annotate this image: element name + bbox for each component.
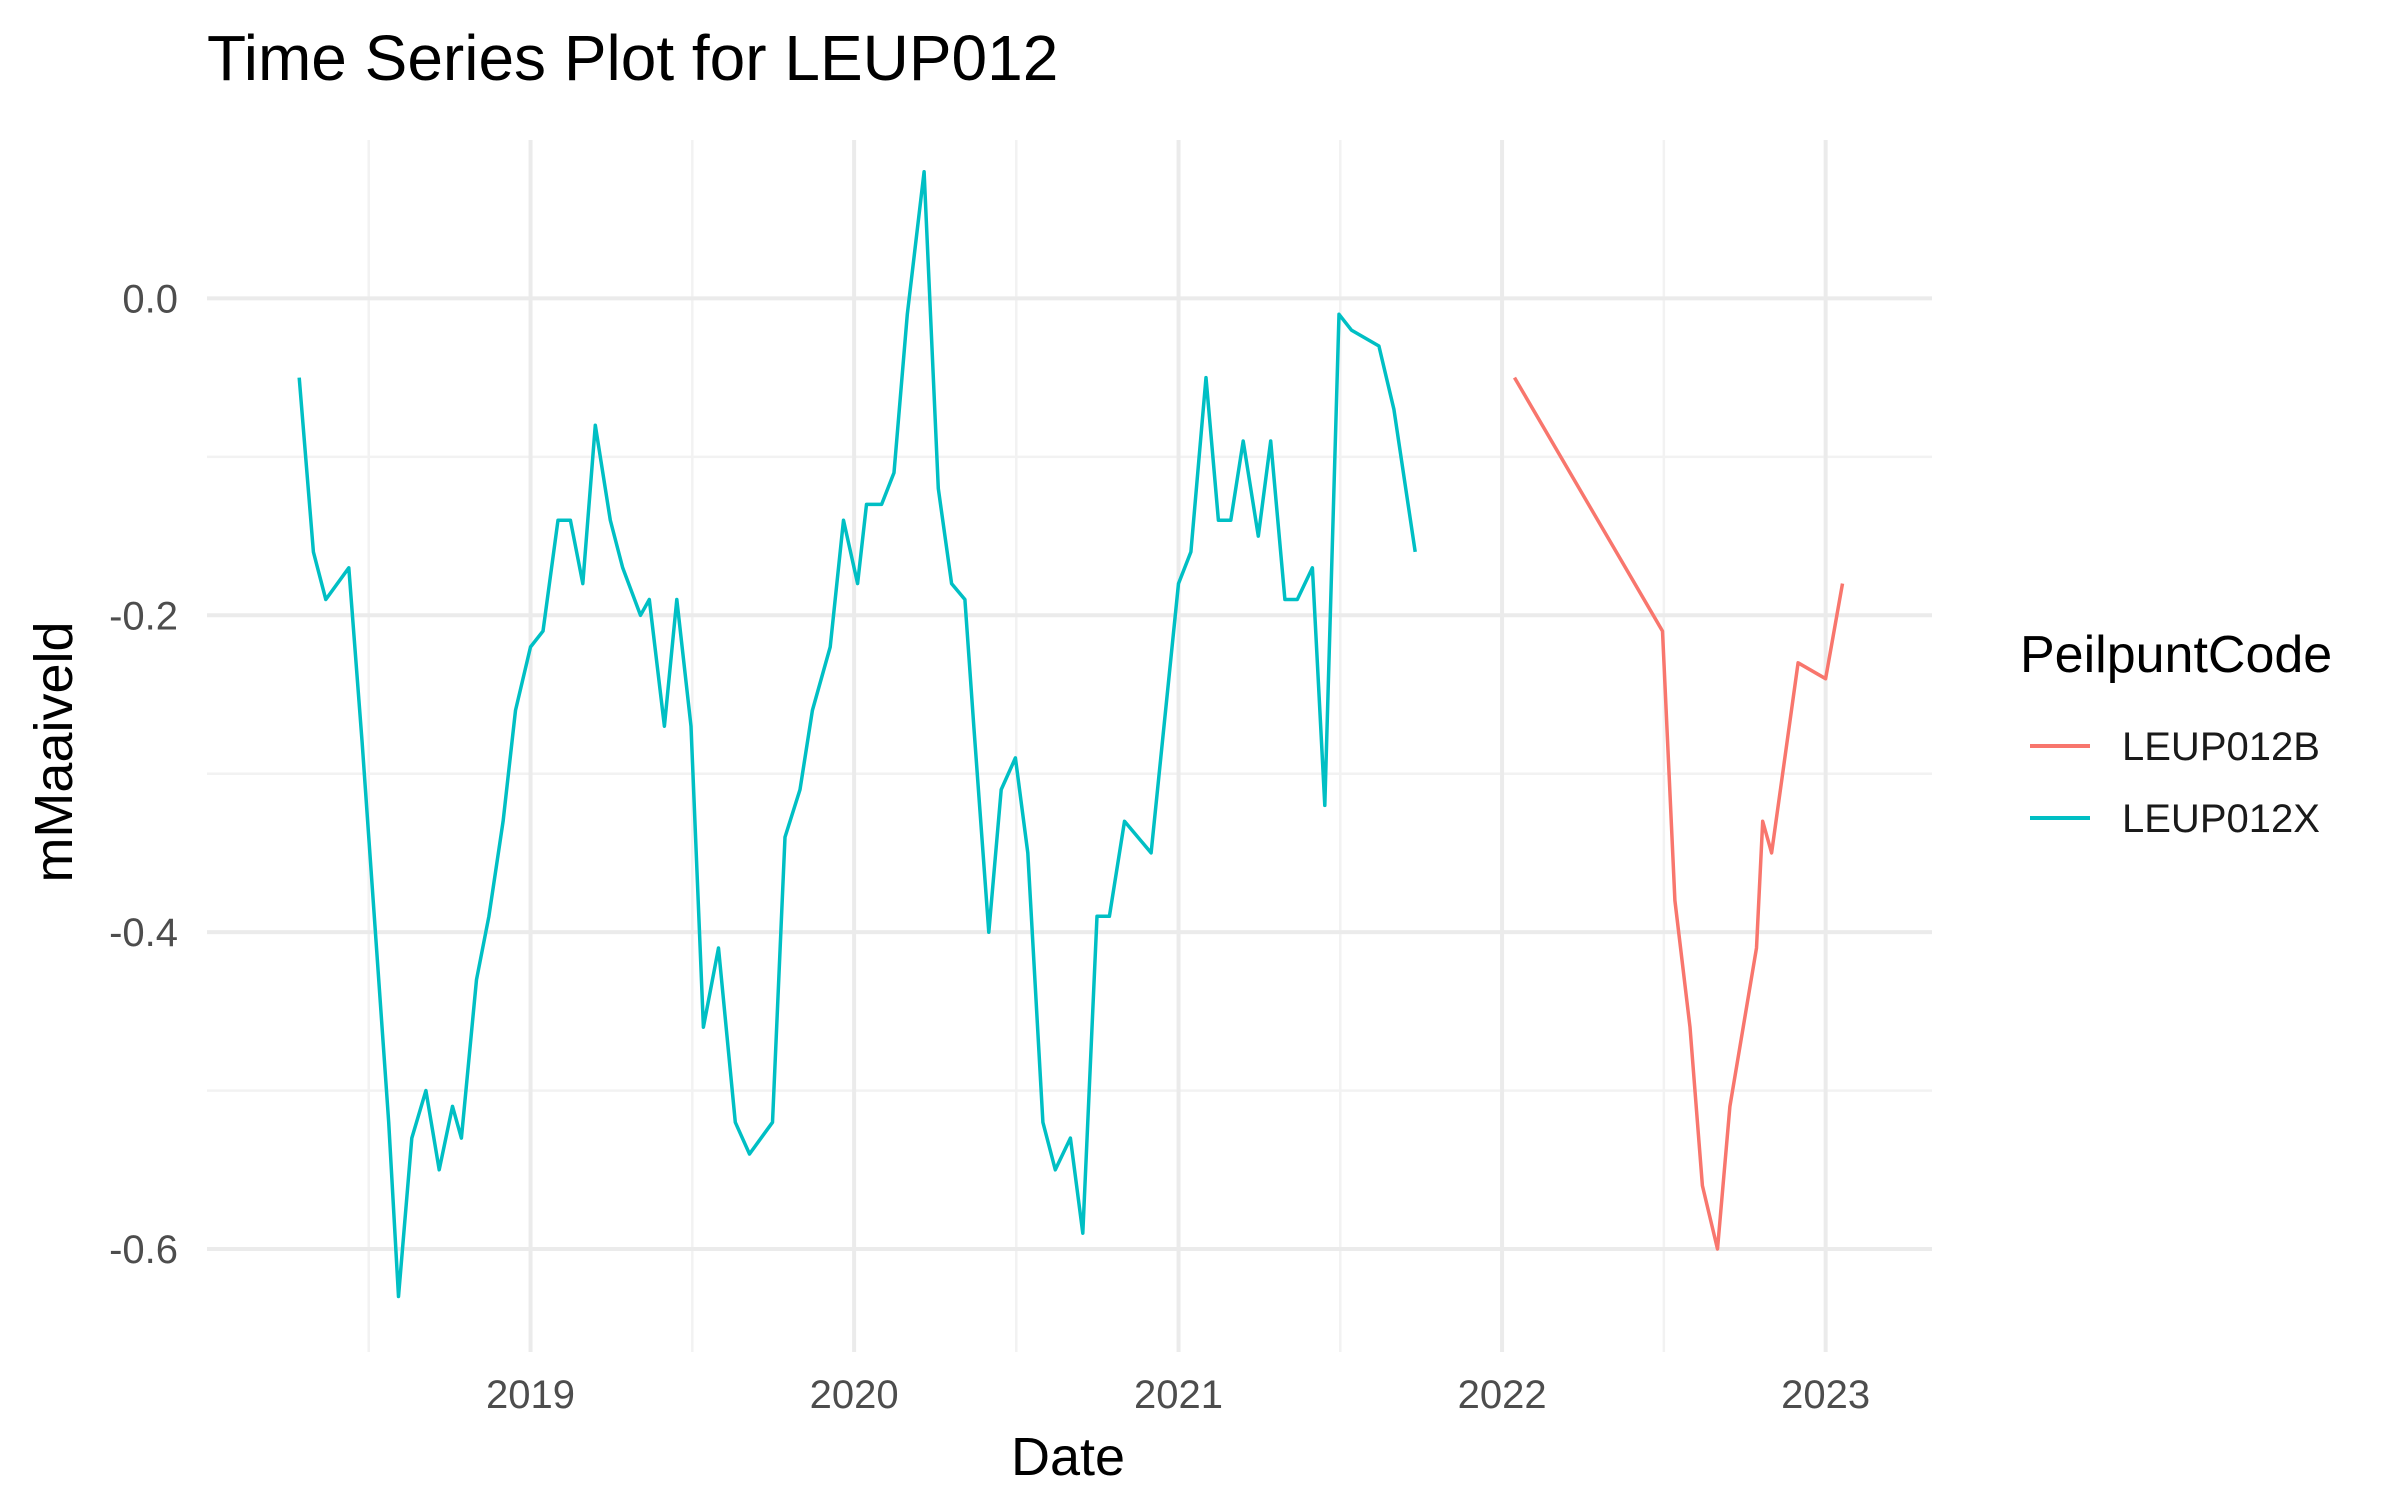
y-axis-title: mMaaiveld: [24, 621, 84, 882]
x-tick-label: 2021: [1134, 1373, 1223, 1417]
legend-label-leup012b: LEUP012B: [2122, 725, 2320, 769]
series-lines: [297, 169, 1845, 1299]
x-axis-title: Date: [1011, 1427, 1125, 1487]
legend: PeilpuntCode LEUP012B LEUP012X: [2020, 626, 2332, 841]
x-tick-label: 2023: [1781, 1373, 1870, 1417]
y-tick-label: -0.2: [109, 594, 178, 638]
x-tick-label: 2020: [810, 1373, 899, 1417]
axis-ticks: 2019 2020 2021 2022 2023 0.0 -0.2 -0.4 -0.6: [109, 277, 1870, 1417]
y-tick-label: -0.4: [109, 911, 178, 955]
legend-label-leup012x: LEUP012X: [2122, 797, 2320, 841]
chart-title: Time Series Plot for LEUP012: [207, 22, 1058, 94]
legend-items: LEUP012B LEUP012X: [2030, 725, 2320, 841]
y-tick-label: -0.6: [109, 1228, 178, 1272]
series-line-leup012x: [297, 169, 1417, 1299]
legend-title: PeilpuntCode: [2020, 626, 2332, 684]
x-tick-label: 2019: [486, 1373, 575, 1417]
x-tick-label: 2022: [1458, 1373, 1547, 1417]
series-line-leup012b: [1512, 376, 1845, 1251]
y-tick-label: 0.0: [122, 277, 178, 321]
grid: [207, 140, 1932, 1352]
